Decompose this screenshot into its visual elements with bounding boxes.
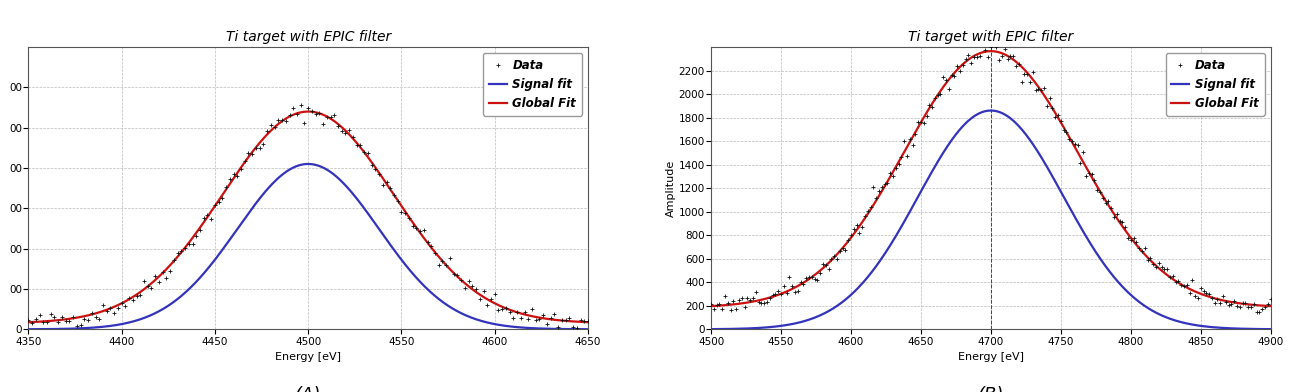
Global Fit [1263,304,1278,309]
Global Fit [301,109,316,114]
Signal fit [731,327,747,331]
Global Fit [731,301,747,306]
Signal fit [983,108,998,113]
Signal fit [21,327,36,332]
Global Fit [1246,303,1262,307]
Signal fit [1246,327,1262,331]
X-axis label: Energy [eV]: Energy [eV] [958,352,1024,363]
Signal fit [301,162,316,166]
Signal fit [703,327,719,332]
Y-axis label: Amplitude: Amplitude [666,160,676,217]
Title: Ti target with EPIC filter: Ti target with EPIC filter [908,31,1073,44]
Signal fit [975,109,991,114]
Line: Signal fit: Signal fit [28,164,588,329]
Line: Global Fit: Global Fit [28,112,588,322]
X-axis label: Energy [eV]: Energy [eV] [275,352,341,363]
Signal fit [1247,327,1263,331]
Global Fit [21,320,36,325]
Global Fit [277,116,293,121]
Text: (A): (A) [295,386,321,392]
Global Fit [983,49,998,54]
Signal fit [293,163,308,167]
Global Fit [564,319,579,324]
Signal fit [961,118,977,123]
Signal fit [1263,327,1278,332]
Signal fit [564,327,579,332]
Global Fit [49,318,64,323]
Text: (B): (B) [978,386,1004,392]
Title: Ti target with EPIC filter: Ti target with EPIC filter [226,31,391,44]
Signal fit [462,314,477,319]
Global Fit [293,110,308,115]
Global Fit [975,50,991,54]
Legend: Data, Signal fit, Global Fit: Data, Signal fit, Global Fit [1166,53,1264,116]
Signal fit [49,327,64,331]
Signal fit [580,327,596,332]
Global Fit [1247,303,1263,307]
Line: Global Fit: Global Fit [711,51,1271,306]
Global Fit [580,320,596,325]
Signal fit [277,170,293,174]
Legend: Data, Signal fit, Global Fit: Data, Signal fit, Global Fit [482,53,582,116]
Signal fit [564,327,579,332]
Global Fit [703,304,719,309]
Global Fit [462,285,477,289]
Global Fit [564,319,579,324]
Line: Signal fit: Signal fit [711,111,1271,329]
Global Fit [1144,260,1160,264]
Signal fit [1144,308,1160,313]
Global Fit [961,57,977,62]
